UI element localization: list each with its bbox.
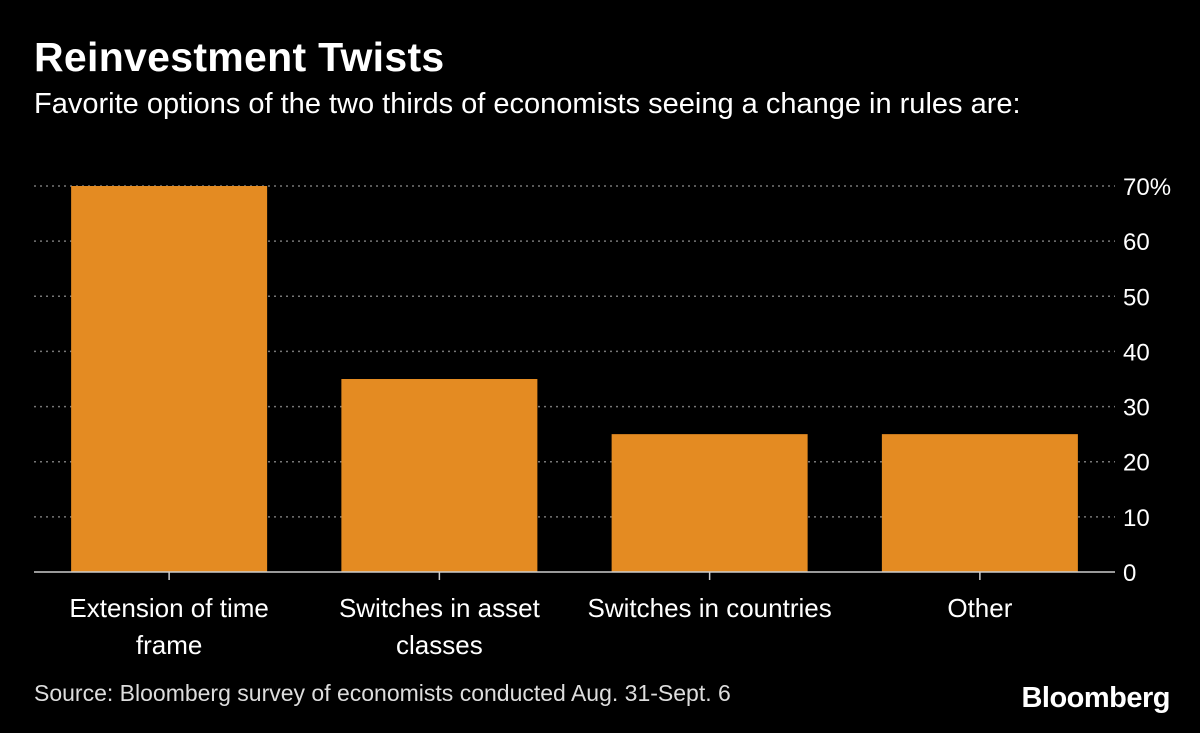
chart-subtitle: Favorite options of the two thirds of ec… [34, 88, 1021, 120]
x-tick-labels: Extension of time frame Switches in asset c… [69, 593, 1012, 660]
bar [881, 434, 1078, 572]
y-tick-label: 50 [1123, 284, 1150, 311]
source-note: Source: Bloomberg survey of economists c… [34, 680, 731, 706]
y-tick-label: 20 [1123, 450, 1150, 477]
bars [71, 186, 1078, 572]
x-tick-label: frame [136, 630, 202, 660]
x-tick-label: Switches in asset [339, 593, 541, 623]
y-tick-label: 30 [1123, 395, 1150, 422]
chart-title: Reinvestment Twists [34, 34, 445, 80]
y-tick-label: 60 [1123, 229, 1150, 256]
bar [341, 379, 538, 572]
x-tick-label: Other [947, 593, 1012, 623]
x-axis [34, 571, 1115, 580]
bar [611, 434, 808, 572]
y-tick-label: 10 [1123, 505, 1150, 532]
y-tick-labels: 0 10 20 30 40 50 60 70% [1123, 174, 1171, 587]
y-tick-label: 70% [1123, 174, 1171, 201]
x-tick-label: classes [396, 630, 483, 660]
bar [71, 186, 268, 572]
y-tick-label: 40 [1123, 339, 1150, 366]
bloomberg-logo: Bloomberg [1021, 682, 1170, 714]
y-tick-label: 0 [1123, 560, 1136, 587]
x-tick-label: Switches in countries [588, 593, 832, 623]
x-tick-label: Extension of time [69, 593, 268, 623]
